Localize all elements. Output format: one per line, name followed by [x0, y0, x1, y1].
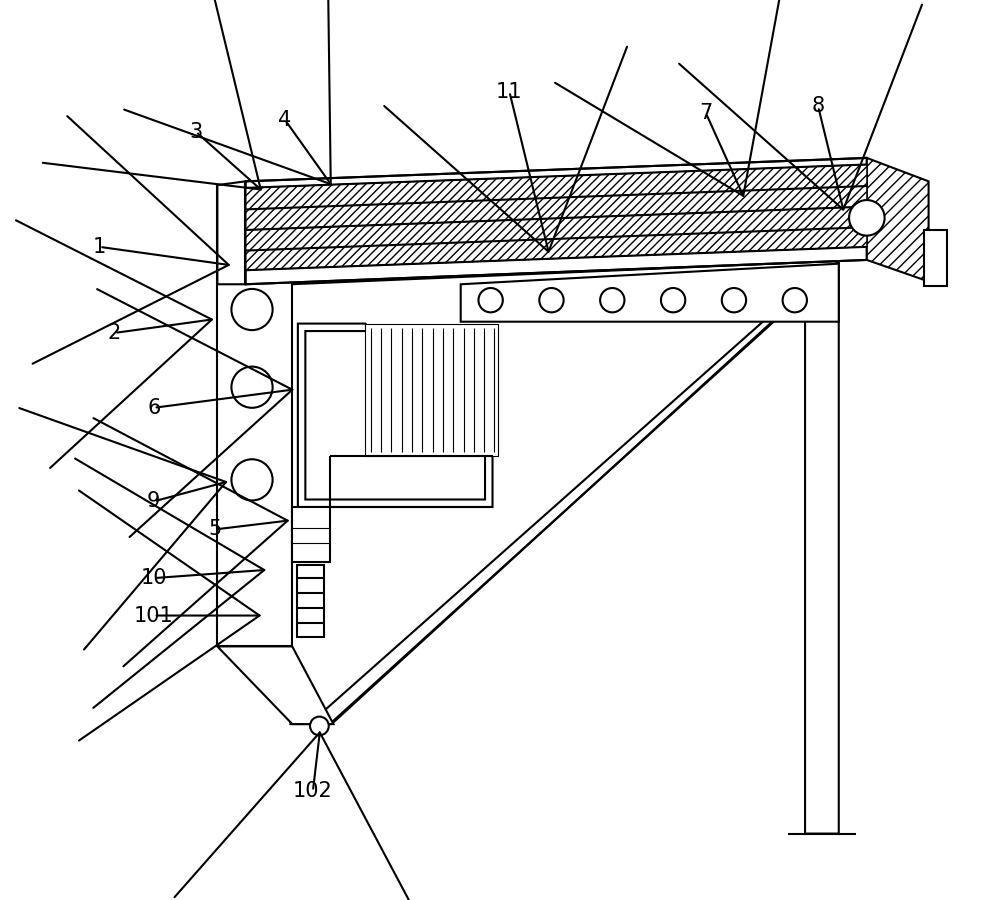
Circle shape — [783, 288, 807, 312]
Circle shape — [661, 288, 685, 312]
Polygon shape — [290, 261, 839, 725]
Polygon shape — [867, 158, 929, 282]
Text: 2: 2 — [108, 323, 121, 343]
Polygon shape — [217, 646, 333, 724]
Polygon shape — [297, 565, 324, 637]
Text: 6: 6 — [147, 398, 160, 418]
Circle shape — [478, 288, 503, 312]
Circle shape — [849, 200, 885, 236]
Text: 9: 9 — [147, 491, 160, 511]
Polygon shape — [305, 331, 485, 500]
Polygon shape — [245, 207, 867, 270]
Polygon shape — [924, 230, 947, 286]
Polygon shape — [292, 507, 330, 562]
Polygon shape — [217, 181, 245, 284]
Polygon shape — [217, 185, 292, 646]
Circle shape — [600, 288, 624, 312]
Text: 4: 4 — [278, 110, 291, 130]
Text: 8: 8 — [812, 96, 825, 116]
Circle shape — [231, 366, 273, 408]
Text: 101: 101 — [134, 606, 174, 626]
Text: 11: 11 — [496, 82, 523, 102]
Circle shape — [310, 716, 329, 735]
Polygon shape — [298, 324, 493, 507]
Circle shape — [539, 288, 564, 312]
Polygon shape — [365, 324, 498, 456]
Polygon shape — [245, 158, 867, 284]
Polygon shape — [805, 262, 839, 833]
Polygon shape — [461, 264, 839, 321]
Text: 7: 7 — [699, 103, 712, 123]
Text: 1: 1 — [93, 237, 106, 256]
Circle shape — [722, 288, 746, 312]
Circle shape — [231, 289, 273, 330]
Text: 5: 5 — [208, 519, 221, 539]
Text: 102: 102 — [293, 781, 333, 802]
Text: 10: 10 — [141, 568, 167, 588]
Circle shape — [231, 459, 273, 500]
Text: 3: 3 — [189, 122, 202, 141]
Polygon shape — [245, 165, 867, 233]
